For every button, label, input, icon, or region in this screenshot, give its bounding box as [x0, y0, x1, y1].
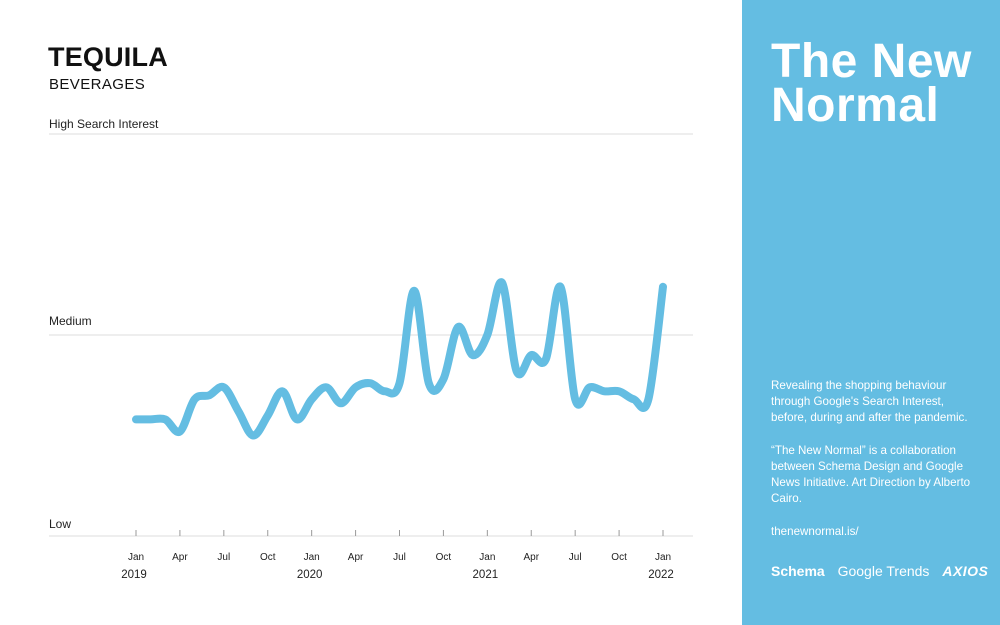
data-point: [280, 389, 285, 394]
data-point: [397, 381, 402, 386]
chart-area: TEQUILA BEVERAGES High Search Interest M…: [48, 42, 693, 581]
data-point: [573, 397, 578, 402]
x-tick-label: Jan: [479, 552, 495, 563]
panel-title-text: The New Normal: [771, 35, 972, 132]
data-point: [499, 280, 504, 285]
y-label-medium: Medium: [49, 314, 92, 328]
panel-title: The New Normal: [771, 38, 1000, 130]
x-year-label: 2019: [121, 569, 147, 581]
data-point: [163, 417, 168, 422]
data-point: [207, 393, 212, 398]
x-year-label: 2021: [473, 569, 499, 581]
x-year-label: 2022: [648, 569, 674, 581]
data-point: [382, 389, 387, 394]
data-point: [134, 417, 138, 422]
data-point: [558, 284, 563, 289]
data-point: [485, 333, 490, 337]
data-point: [221, 385, 226, 390]
data-point: [529, 353, 534, 358]
x-year-label: 2020: [297, 569, 323, 581]
data-point: [617, 389, 622, 394]
data-point: [353, 385, 358, 390]
data-point: [295, 417, 300, 422]
axios-logo: AXIOS: [942, 563, 989, 579]
chart-title: TEQUILA: [48, 42, 168, 72]
series-line: [132, 278, 667, 440]
data-point: [412, 288, 417, 293]
x-tick-label: Jan: [655, 552, 671, 563]
x-tick-label: Oct: [436, 552, 452, 563]
x-tick-label: Jan: [128, 552, 144, 563]
data-point: [514, 369, 519, 374]
info-panel: The New Normal Revealing the shopping be…: [742, 0, 1000, 625]
data-point: [456, 324, 461, 329]
x-tick-label: Jul: [393, 552, 406, 563]
y-label-low: Low: [49, 517, 72, 531]
data-point: [661, 284, 665, 289]
data-point: [587, 385, 592, 390]
y-label-high: High Search Interest: [49, 117, 159, 131]
data-point: [251, 433, 256, 438]
data-point: [470, 353, 475, 358]
data-point: [309, 397, 314, 402]
data-point: [236, 409, 241, 414]
data-point: [192, 397, 197, 402]
panel-description: Revealing the shopping behaviour through…: [771, 379, 968, 424]
x-tick-label: Jul: [217, 552, 230, 563]
data-point: [177, 429, 182, 434]
data-point: [441, 377, 446, 382]
data-point: [426, 381, 431, 386]
data-point: [543, 357, 548, 362]
x-tick-label: Jul: [569, 552, 582, 563]
x-tick-label: Oct: [260, 552, 276, 563]
x-tick-label: Apr: [172, 552, 188, 563]
data-point: [324, 385, 329, 390]
data-point: [148, 417, 153, 422]
chart-subtitle: BEVERAGES: [49, 76, 146, 93]
data-point: [631, 397, 636, 402]
x-tick-label: Jan: [304, 552, 320, 563]
data-point: [265, 413, 270, 418]
panel-link[interactable]: thenewnormal.is/: [771, 525, 859, 538]
x-tick-label: Apr: [348, 552, 364, 563]
data-point: [338, 401, 343, 406]
google-trends-logo: Google Trends: [837, 563, 930, 579]
panel-collaboration: “The New Normal” is a collaboration betw…: [771, 444, 971, 505]
data-point: [368, 381, 373, 386]
partner-logos: Schema Google Trends AXIOS: [771, 563, 997, 579]
line-chart: Jan Apr Jul Oct Jan Apr Jul Oct Jan Apr Jul Oct Jan 2…: [49, 133, 693, 581]
x-tick-label: Apr: [523, 552, 539, 563]
x-tick-label: Oct: [611, 552, 627, 563]
data-point: [646, 397, 651, 402]
data-point: [602, 389, 607, 394]
schema-logo: Schema: [771, 563, 825, 579]
